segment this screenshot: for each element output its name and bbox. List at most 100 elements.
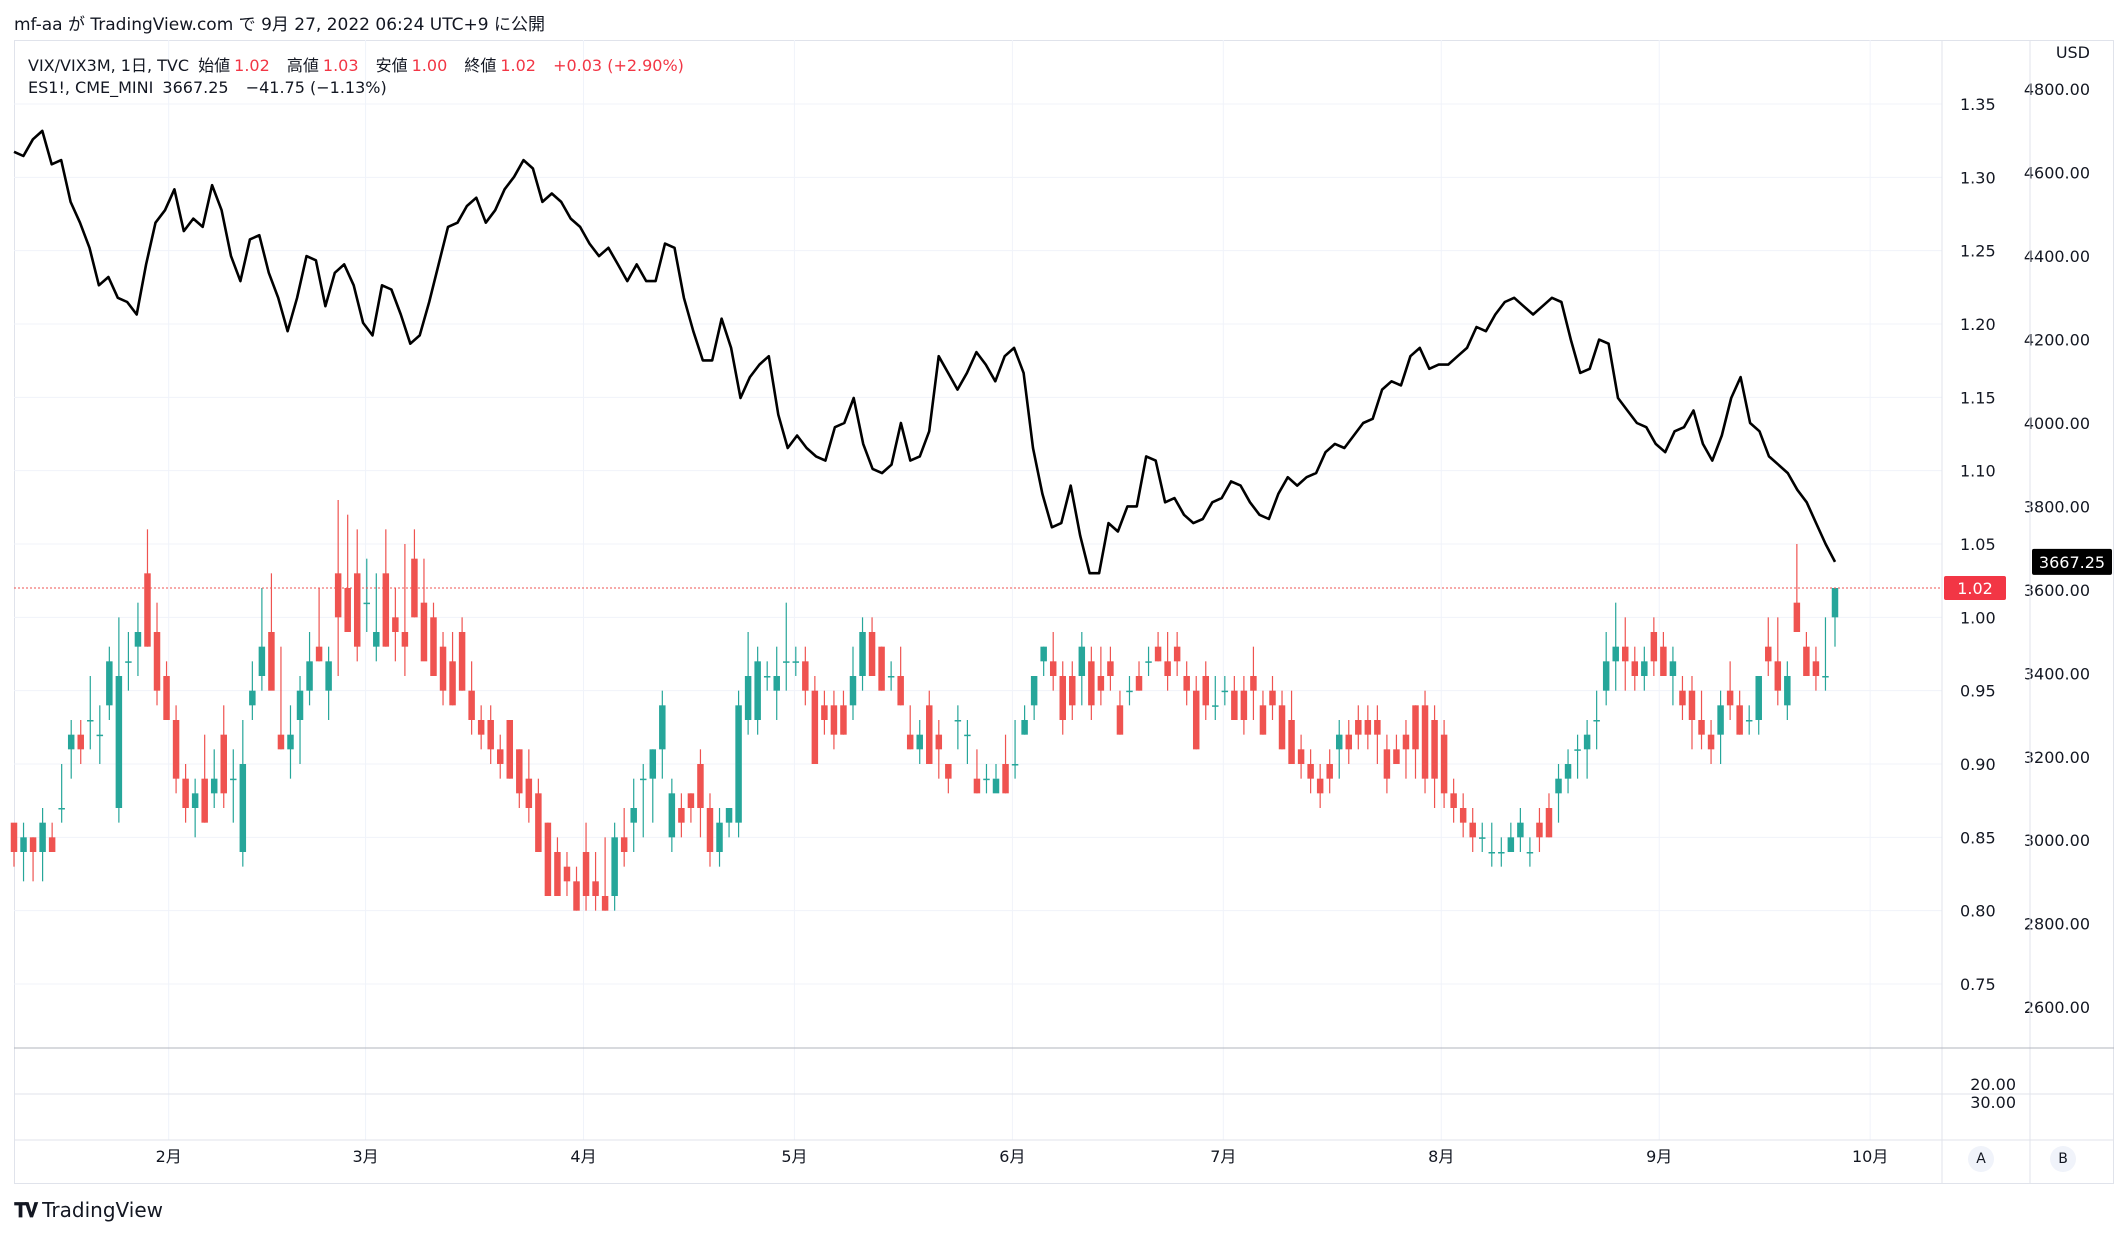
- candle-body: [926, 705, 933, 764]
- candle-body: [172, 720, 180, 779]
- candle-body: [1040, 646, 1047, 662]
- candle-body: [382, 573, 390, 647]
- lower-pane-tick: 30.00: [1970, 1093, 2016, 1112]
- candle-body: [1316, 778, 1324, 794]
- candle-body: [1088, 661, 1095, 706]
- candle-body: [1212, 705, 1219, 707]
- candle-body: [1707, 734, 1715, 750]
- legend-row-ratio: VIX/VIX3M, 1日, TVC 始値 1.02 高値 1.03 安値 1.00 …: [28, 52, 696, 76]
- candle-body: [897, 676, 904, 706]
- auto-scale-b-button[interactable]: B: [2050, 1146, 2076, 1172]
- right-axis-tick: 3000.00: [2024, 831, 2090, 850]
- candle-body: [1355, 720, 1362, 735]
- candle-body: [10, 822, 18, 852]
- candle-body: [1602, 661, 1610, 691]
- candle-body: [516, 749, 523, 794]
- candle-body: [1641, 661, 1648, 676]
- candle-body: [1326, 764, 1333, 779]
- candle-body: [1574, 749, 1581, 751]
- candle-body: [906, 734, 914, 750]
- candle-body: [1154, 646, 1162, 662]
- candle-body: [506, 720, 514, 779]
- candle-body: [1059, 676, 1066, 720]
- candle-body: [344, 588, 351, 632]
- footer-brand: 𝐓𝐕 TradingView: [14, 1196, 163, 1224]
- auto-scale-a-button[interactable]: A: [1968, 1146, 1994, 1172]
- candle-body: [887, 676, 895, 678]
- left-axis-tick: 1.20: [1960, 315, 1996, 334]
- legend-symbol-ratio: VIX/VIX3M, 1日, TVC: [28, 56, 190, 75]
- candle-body: [1622, 646, 1629, 662]
- candle-body: [220, 734, 227, 794]
- right-axis-tick: 3600.00: [2024, 581, 2090, 600]
- candle-body: [58, 808, 65, 810]
- candle-body: [1669, 661, 1677, 676]
- candle-body: [1097, 676, 1105, 691]
- candle-body: [334, 573, 342, 618]
- candle-body: [640, 778, 647, 781]
- legend-close-label: 終値: [464, 56, 497, 75]
- candle-body: [1164, 661, 1171, 676]
- x-axis-tick: 3月: [352, 1147, 378, 1166]
- candle-body: [668, 793, 676, 838]
- candle-body: [935, 734, 943, 750]
- candle-body: [1069, 676, 1076, 706]
- candle-body: [496, 749, 504, 764]
- candle-body: [306, 661, 313, 691]
- candle-body: [744, 676, 752, 720]
- candle-body: [1498, 852, 1505, 854]
- candle-body: [1536, 822, 1543, 838]
- x-axis-tick: 10月: [1852, 1147, 1888, 1166]
- candle-body: [1459, 808, 1467, 823]
- es-line-series: [13, 129, 1837, 575]
- candle-body: [840, 705, 847, 735]
- candle-body: [287, 734, 294, 750]
- candle-body: [449, 661, 456, 706]
- candle-body: [363, 602, 371, 605]
- candle-body: [1564, 764, 1572, 779]
- candle-body: [258, 646, 266, 676]
- candle-body: [1793, 602, 1801, 632]
- candle-body: [601, 896, 609, 911]
- x-axis-tick: 2月: [156, 1147, 182, 1166]
- candle-body: [706, 808, 714, 852]
- candle-body: [1011, 764, 1019, 766]
- candle-body: [1650, 632, 1658, 662]
- right-axis-tick: 3400.00: [2024, 664, 2090, 683]
- right-axis-tick: 2800.00: [2024, 915, 2090, 934]
- candle-body: [315, 646, 323, 662]
- candle-body: [1717, 705, 1724, 735]
- candle-body: [468, 690, 475, 720]
- candle-body: [1364, 720, 1372, 735]
- candle-body: [1679, 690, 1686, 706]
- candle-body: [1288, 720, 1295, 764]
- candle-body: [964, 734, 971, 737]
- left-axis-tick: 1.05: [1960, 535, 1996, 554]
- candle-body: [1631, 661, 1639, 676]
- candle-body: [1545, 808, 1553, 838]
- candle-body: [1478, 837, 1486, 839]
- candle-body: [1250, 676, 1257, 691]
- last-price-label-ratio: 1.02: [1957, 579, 1993, 598]
- candle-body: [659, 705, 666, 750]
- candle-body: [1831, 588, 1839, 618]
- candle-body: [954, 720, 962, 722]
- right-axis-tick: 2600.00: [2024, 998, 2090, 1017]
- candle-body: [1002, 764, 1009, 794]
- candle-body: [458, 632, 466, 691]
- candle-body: [783, 661, 790, 663]
- candle-body: [582, 852, 590, 896]
- candle-body: [487, 720, 494, 750]
- candle-body: [191, 793, 199, 808]
- candle-body: [1278, 705, 1286, 750]
- candle-body: [144, 573, 151, 647]
- candle-body: [811, 690, 819, 764]
- candle-body: [1431, 720, 1438, 779]
- candle-body: [630, 808, 637, 823]
- currency-label: USD: [2056, 43, 2090, 62]
- candle-body: [973, 778, 981, 794]
- right-axis-tick: 4000.00: [2024, 414, 2090, 433]
- candle-body: [678, 808, 685, 823]
- candle-body: [249, 690, 256, 706]
